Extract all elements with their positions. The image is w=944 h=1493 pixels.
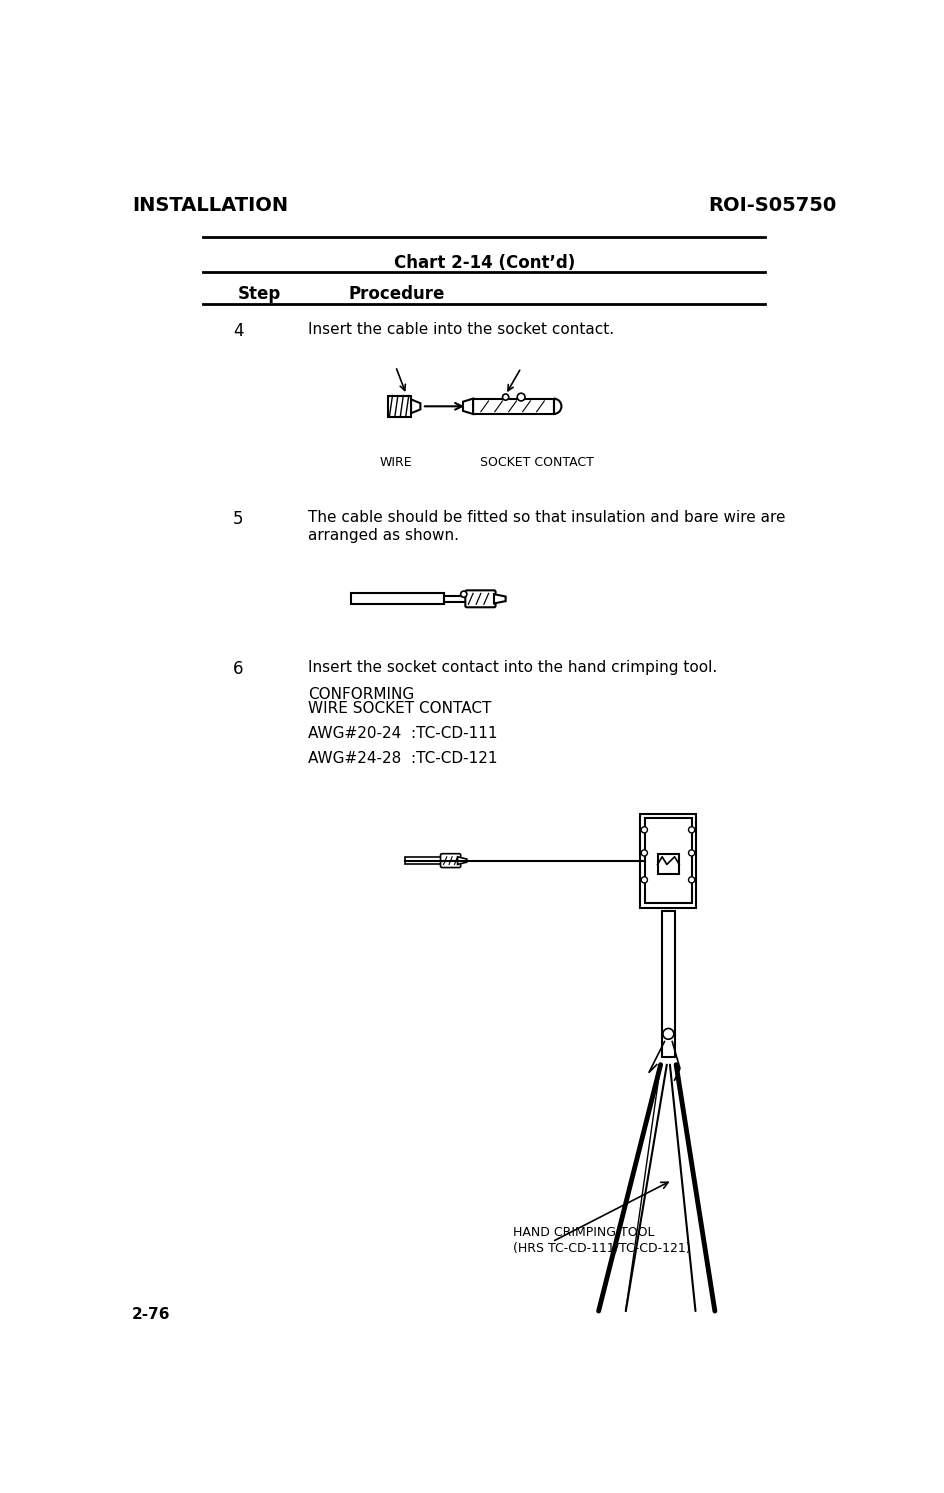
- Bar: [350, 593, 443, 605]
- Circle shape: [460, 591, 466, 597]
- Bar: [645, 818, 691, 903]
- Circle shape: [516, 393, 525, 402]
- Text: WIRE: WIRE: [379, 457, 412, 469]
- Text: CONFORMING: CONFORMING: [308, 687, 413, 702]
- Bar: [387, 396, 411, 417]
- Text: INSTALLATION: INSTALLATION: [132, 196, 288, 215]
- FancyBboxPatch shape: [464, 590, 495, 608]
- Circle shape: [641, 850, 647, 855]
- Text: Insert the socket contact into the hand crimping tool.: Insert the socket contact into the hand …: [308, 660, 716, 675]
- Text: Chart 2-14 (Cont’d): Chart 2-14 (Cont’d): [394, 254, 574, 272]
- Text: AWG#24-28  :TC-CD-121: AWG#24-28 :TC-CD-121: [308, 751, 497, 766]
- Bar: [473, 399, 553, 414]
- Text: Insert the cable into the socket contact.: Insert the cable into the socket contact…: [308, 321, 614, 336]
- Polygon shape: [463, 399, 473, 414]
- Polygon shape: [494, 594, 505, 603]
- Bar: [640, 814, 696, 908]
- Text: 2-76: 2-76: [132, 1308, 171, 1323]
- Text: WIRE SOCKET CONTACT: WIRE SOCKET CONTACT: [308, 702, 491, 717]
- Text: ROI-S05750: ROI-S05750: [708, 196, 835, 215]
- Circle shape: [641, 876, 647, 882]
- Text: The cable should be fitted so that insulation and bare wire are
arranged as show: The cable should be fitted so that insul…: [308, 511, 784, 542]
- Text: Procedure: Procedure: [348, 285, 445, 303]
- Circle shape: [641, 827, 647, 833]
- Circle shape: [688, 827, 694, 833]
- Circle shape: [688, 850, 694, 855]
- Text: Step: Step: [238, 285, 281, 303]
- Circle shape: [688, 876, 694, 882]
- FancyBboxPatch shape: [440, 854, 460, 867]
- Text: 5: 5: [233, 511, 244, 529]
- Circle shape: [663, 1029, 673, 1039]
- Text: 4: 4: [233, 321, 244, 339]
- Text: AWG#20-24  :TC-CD-111: AWG#20-24 :TC-CD-111: [308, 726, 497, 741]
- Circle shape: [502, 394, 508, 400]
- Polygon shape: [457, 857, 466, 864]
- Text: 6: 6: [233, 660, 244, 678]
- Polygon shape: [411, 400, 420, 414]
- Bar: [662, 911, 674, 1057]
- Bar: [657, 854, 679, 873]
- Bar: [443, 596, 466, 602]
- Text: SOCKET CONTACT: SOCKET CONTACT: [480, 457, 593, 469]
- Bar: [404, 857, 447, 864]
- Text: HAND CRIMPING TOOL
(HRS TC-CD-111/TC-CD-121): HAND CRIMPING TOOL (HRS TC-CD-111/TC-CD-…: [513, 1226, 690, 1254]
